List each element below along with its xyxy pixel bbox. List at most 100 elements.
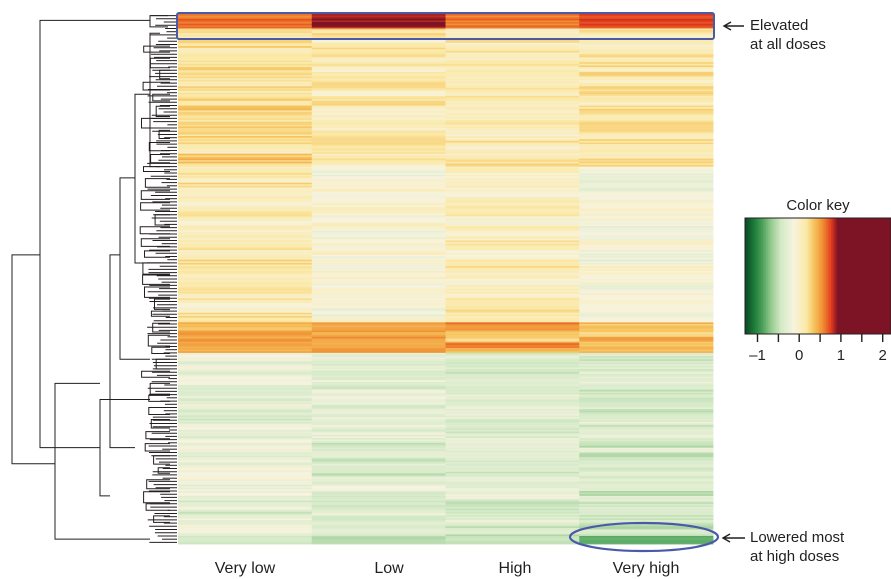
- heatmap-cell: [178, 309, 313, 312]
- heatmap-cell: [178, 524, 313, 527]
- heatmap-cell: [178, 152, 313, 155]
- heatmap-cell: [311, 332, 446, 335]
- heatmap-cell: [311, 99, 446, 102]
- heatmap-cell: [579, 136, 714, 139]
- heatmap-cell: [579, 442, 714, 445]
- heatmap-cell: [579, 174, 714, 177]
- heatmap-cell: [311, 357, 446, 360]
- heatmap-cell: [579, 307, 714, 310]
- heatmap-cell: [311, 518, 446, 521]
- heatmap-cell: [579, 272, 714, 275]
- heatmap-cell: [445, 30, 580, 33]
- heatmap-cell: [445, 341, 580, 344]
- heatmap-cell: [445, 389, 580, 392]
- heatmap-cell: [178, 142, 313, 145]
- heatmap-cell: [178, 439, 313, 442]
- heatmap-cell: [178, 185, 313, 188]
- heatmap-cell: [311, 489, 446, 492]
- heatmap-cell: [178, 450, 313, 453]
- heatmap-cell: [445, 319, 580, 322]
- heatmap-cell: [311, 404, 446, 407]
- heatmap-cell: [178, 92, 313, 95]
- heatmap-cell: [311, 442, 446, 445]
- heatmap-cell: [311, 474, 446, 477]
- heatmap-cell: [445, 399, 580, 402]
- heatmap-cell: [579, 75, 714, 78]
- heatmap-cell: [579, 441, 714, 444]
- heatmap-cell: [579, 356, 714, 359]
- heatmap-cell: [178, 393, 313, 396]
- dendrogram-branch: [140, 190, 170, 200]
- heatmap-cell: [311, 340, 446, 343]
- heatmap-cell: [579, 76, 714, 79]
- dendrogram-branch: [155, 358, 170, 370]
- heatmap-cell: [178, 396, 313, 399]
- heatmap-cell: [445, 39, 580, 42]
- heatmap-cell: [178, 376, 313, 379]
- heatmap-cell: [579, 58, 714, 61]
- heatmap-cell: [579, 258, 714, 261]
- heatmap-cell: [445, 359, 580, 362]
- heatmap-cell: [178, 356, 313, 359]
- heatmap-cell: [579, 94, 714, 97]
- heatmap-cell: [445, 375, 580, 378]
- heatmap-cell: [579, 144, 714, 147]
- heatmap-cell: [579, 105, 714, 108]
- heatmap-cell: [178, 192, 313, 195]
- heatmap-cell: [445, 226, 580, 229]
- heatmap-cell: [445, 168, 580, 171]
- heatmap-cell: [579, 315, 714, 318]
- heatmap-cell: [178, 481, 313, 484]
- heatmap-cell: [445, 287, 580, 290]
- heatmap-cell: [178, 181, 313, 184]
- heatmap-cell: [311, 290, 446, 293]
- heatmap-cell: [445, 518, 580, 521]
- heatmap-cell: [445, 391, 580, 394]
- heatmap-cell: [445, 163, 580, 166]
- heatmap-cell: [178, 386, 313, 389]
- heatmap-cell: [445, 71, 580, 74]
- heatmap-cell: [579, 71, 714, 74]
- heatmap-cell: [445, 44, 580, 47]
- heatmap-cell: [579, 123, 714, 126]
- color-key-slice: [848, 218, 851, 334]
- heatmap-cell: [445, 147, 580, 150]
- heatmap-cell: [311, 282, 446, 285]
- heatmap-cell: [178, 394, 313, 397]
- heatmap-cell: [311, 139, 446, 142]
- heatmap-cell: [445, 368, 580, 371]
- heatmap-cell: [311, 304, 446, 307]
- heatmap-cell: [579, 295, 714, 298]
- heatmap-cell: [178, 296, 313, 299]
- heatmap-cell: [178, 34, 313, 37]
- heatmap-cell: [445, 413, 580, 416]
- heatmap-cell: [311, 102, 446, 105]
- dendrogram-branch: [149, 57, 170, 69]
- heatmap-cell: [445, 111, 580, 114]
- heatmap-cell: [178, 489, 313, 492]
- heatmap-cell: [445, 296, 580, 299]
- heatmap-cell: [178, 401, 313, 404]
- heatmap-cell: [178, 412, 313, 415]
- heatmap-cell: [445, 254, 580, 257]
- color-key-slice: [878, 218, 881, 334]
- heatmap-cell: [178, 380, 313, 383]
- heatmap-cell: [178, 26, 313, 29]
- heatmap-cell: [178, 397, 313, 400]
- heatmap-cell: [579, 132, 714, 135]
- heatmap-cell: [311, 126, 446, 129]
- color-key-slice: [788, 218, 791, 334]
- heatmap-cell: [445, 425, 580, 428]
- heatmap-cell: [445, 100, 580, 103]
- dendrogram-branch: [148, 142, 170, 152]
- heatmap-cell: [311, 391, 446, 394]
- heatmap-cell: [178, 216, 313, 219]
- heatmap-cell: [445, 351, 580, 354]
- color-key-slice: [835, 218, 838, 334]
- heatmap-cell: [311, 134, 446, 137]
- heatmap-cell: [579, 330, 714, 333]
- heatmap-cell: [178, 18, 313, 21]
- heatmap-cell: [445, 47, 580, 50]
- heatmap-cell: [579, 70, 714, 73]
